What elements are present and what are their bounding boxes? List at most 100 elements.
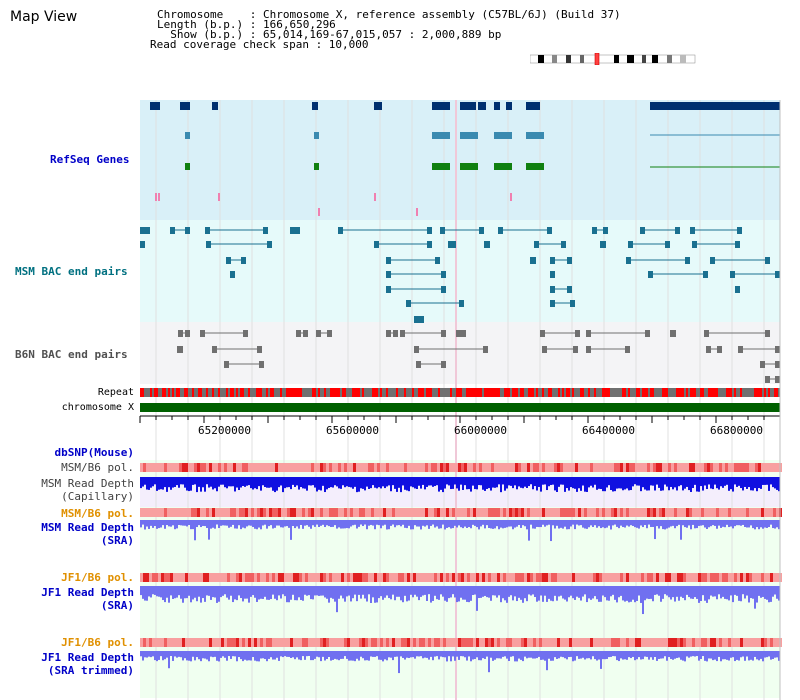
repeat-mark [358, 388, 360, 397]
depth-bar [744, 651, 746, 661]
pol-heat [719, 463, 722, 472]
depth-bar [580, 586, 582, 601]
depth-bar [252, 586, 254, 596]
depth-bar [342, 651, 344, 659]
depth-bar [630, 477, 632, 491]
depth-bar [386, 477, 388, 487]
pol-heat [773, 638, 776, 647]
depth-bar [342, 520, 344, 529]
pol-heat [635, 573, 638, 582]
depth-bar [536, 477, 538, 491]
repeat-mark [494, 388, 496, 397]
depth-bar [736, 651, 738, 660]
depth-bar [580, 520, 582, 526]
depth-bar [358, 651, 360, 661]
pol-heat [662, 638, 665, 647]
depth-bar [740, 520, 742, 526]
pol-heat [524, 638, 527, 647]
depth-bar [678, 651, 680, 658]
pol-heat [500, 573, 503, 582]
repeat-mark [768, 388, 770, 397]
pol-heat [191, 463, 194, 472]
depth-bar [258, 520, 260, 528]
depth-bar [646, 586, 648, 599]
pol-heat [656, 573, 659, 582]
b6n-bac-label[interactable]: B6N BAC end pairs [15, 348, 128, 361]
depth-bar [480, 586, 482, 598]
bac-pair [703, 271, 708, 278]
depth-bar [152, 477, 154, 487]
msm-bac-label[interactable]: MSM BAC end pairs [15, 265, 128, 278]
chromosome-ideogram[interactable] [530, 53, 700, 65]
pol-heat [485, 463, 488, 472]
pol-heat [677, 638, 680, 647]
pol-heat [212, 508, 215, 517]
depth-bar [452, 651, 454, 657]
depth-bar [634, 586, 636, 603]
pol-heat [620, 573, 623, 582]
depth-bar [740, 477, 742, 489]
pol-heat [587, 638, 590, 647]
depth-bar [570, 651, 572, 657]
repeat-mark [602, 388, 604, 397]
depth-bar [242, 651, 244, 662]
pol-heat [161, 638, 164, 647]
depth-bar [756, 586, 758, 603]
dbsnp-label[interactable]: dbSNP(Mouse) [54, 446, 134, 459]
depth-bar [332, 477, 334, 488]
depth-bar [264, 586, 266, 597]
depth-bar [256, 586, 258, 602]
pol-heat [290, 463, 293, 472]
depth-bar [244, 651, 246, 660]
depth-bar [348, 520, 350, 529]
pol-heat [371, 573, 374, 582]
depth-bar [190, 477, 192, 491]
pol-heat [311, 508, 314, 517]
refseq-label[interactable]: RefSeq Genes [50, 153, 130, 166]
depth-bar [330, 520, 332, 527]
depth-bar [438, 520, 440, 529]
depth-bar [624, 586, 626, 602]
depth-bar [350, 477, 352, 488]
repeat-mark [456, 388, 458, 397]
pol-heat [206, 573, 209, 582]
pol-heat [341, 573, 344, 582]
depth-bar [226, 651, 228, 661]
depth-bar [542, 477, 544, 485]
pol-heat [623, 463, 626, 472]
depth-bar [504, 520, 506, 528]
depth-bar [456, 586, 458, 603]
pol-heat [695, 463, 698, 472]
depth-bar [732, 520, 734, 529]
depth-bar [242, 477, 244, 487]
depth-bar [778, 477, 780, 492]
depth-bar [356, 651, 358, 659]
pol-heat [152, 508, 155, 517]
bac-pair [303, 330, 308, 337]
depth-bar [538, 520, 540, 528]
depth-bar [490, 586, 492, 601]
pol-heat [557, 463, 560, 472]
pol-heat [479, 463, 482, 472]
pol-heat [503, 508, 506, 517]
depth-bar [700, 520, 702, 526]
depth-bar [746, 586, 748, 596]
pol-heat [437, 508, 440, 517]
depth-bar [768, 586, 770, 603]
pol-heat [383, 508, 386, 517]
repeat-mark [716, 388, 718, 397]
pol-heat [614, 463, 617, 472]
depth-bar [586, 651, 588, 659]
depth-bar [608, 477, 610, 486]
pol-heat [383, 463, 386, 472]
depth-bar [488, 651, 490, 673]
repeat-mark [480, 388, 482, 397]
depth-bar [340, 651, 342, 659]
repeat-mark [530, 388, 532, 397]
depth-bar [394, 520, 396, 528]
pol-heat [431, 638, 434, 647]
pol-heat [641, 508, 644, 517]
depth-bar [724, 651, 726, 660]
depth-bar [308, 477, 310, 486]
